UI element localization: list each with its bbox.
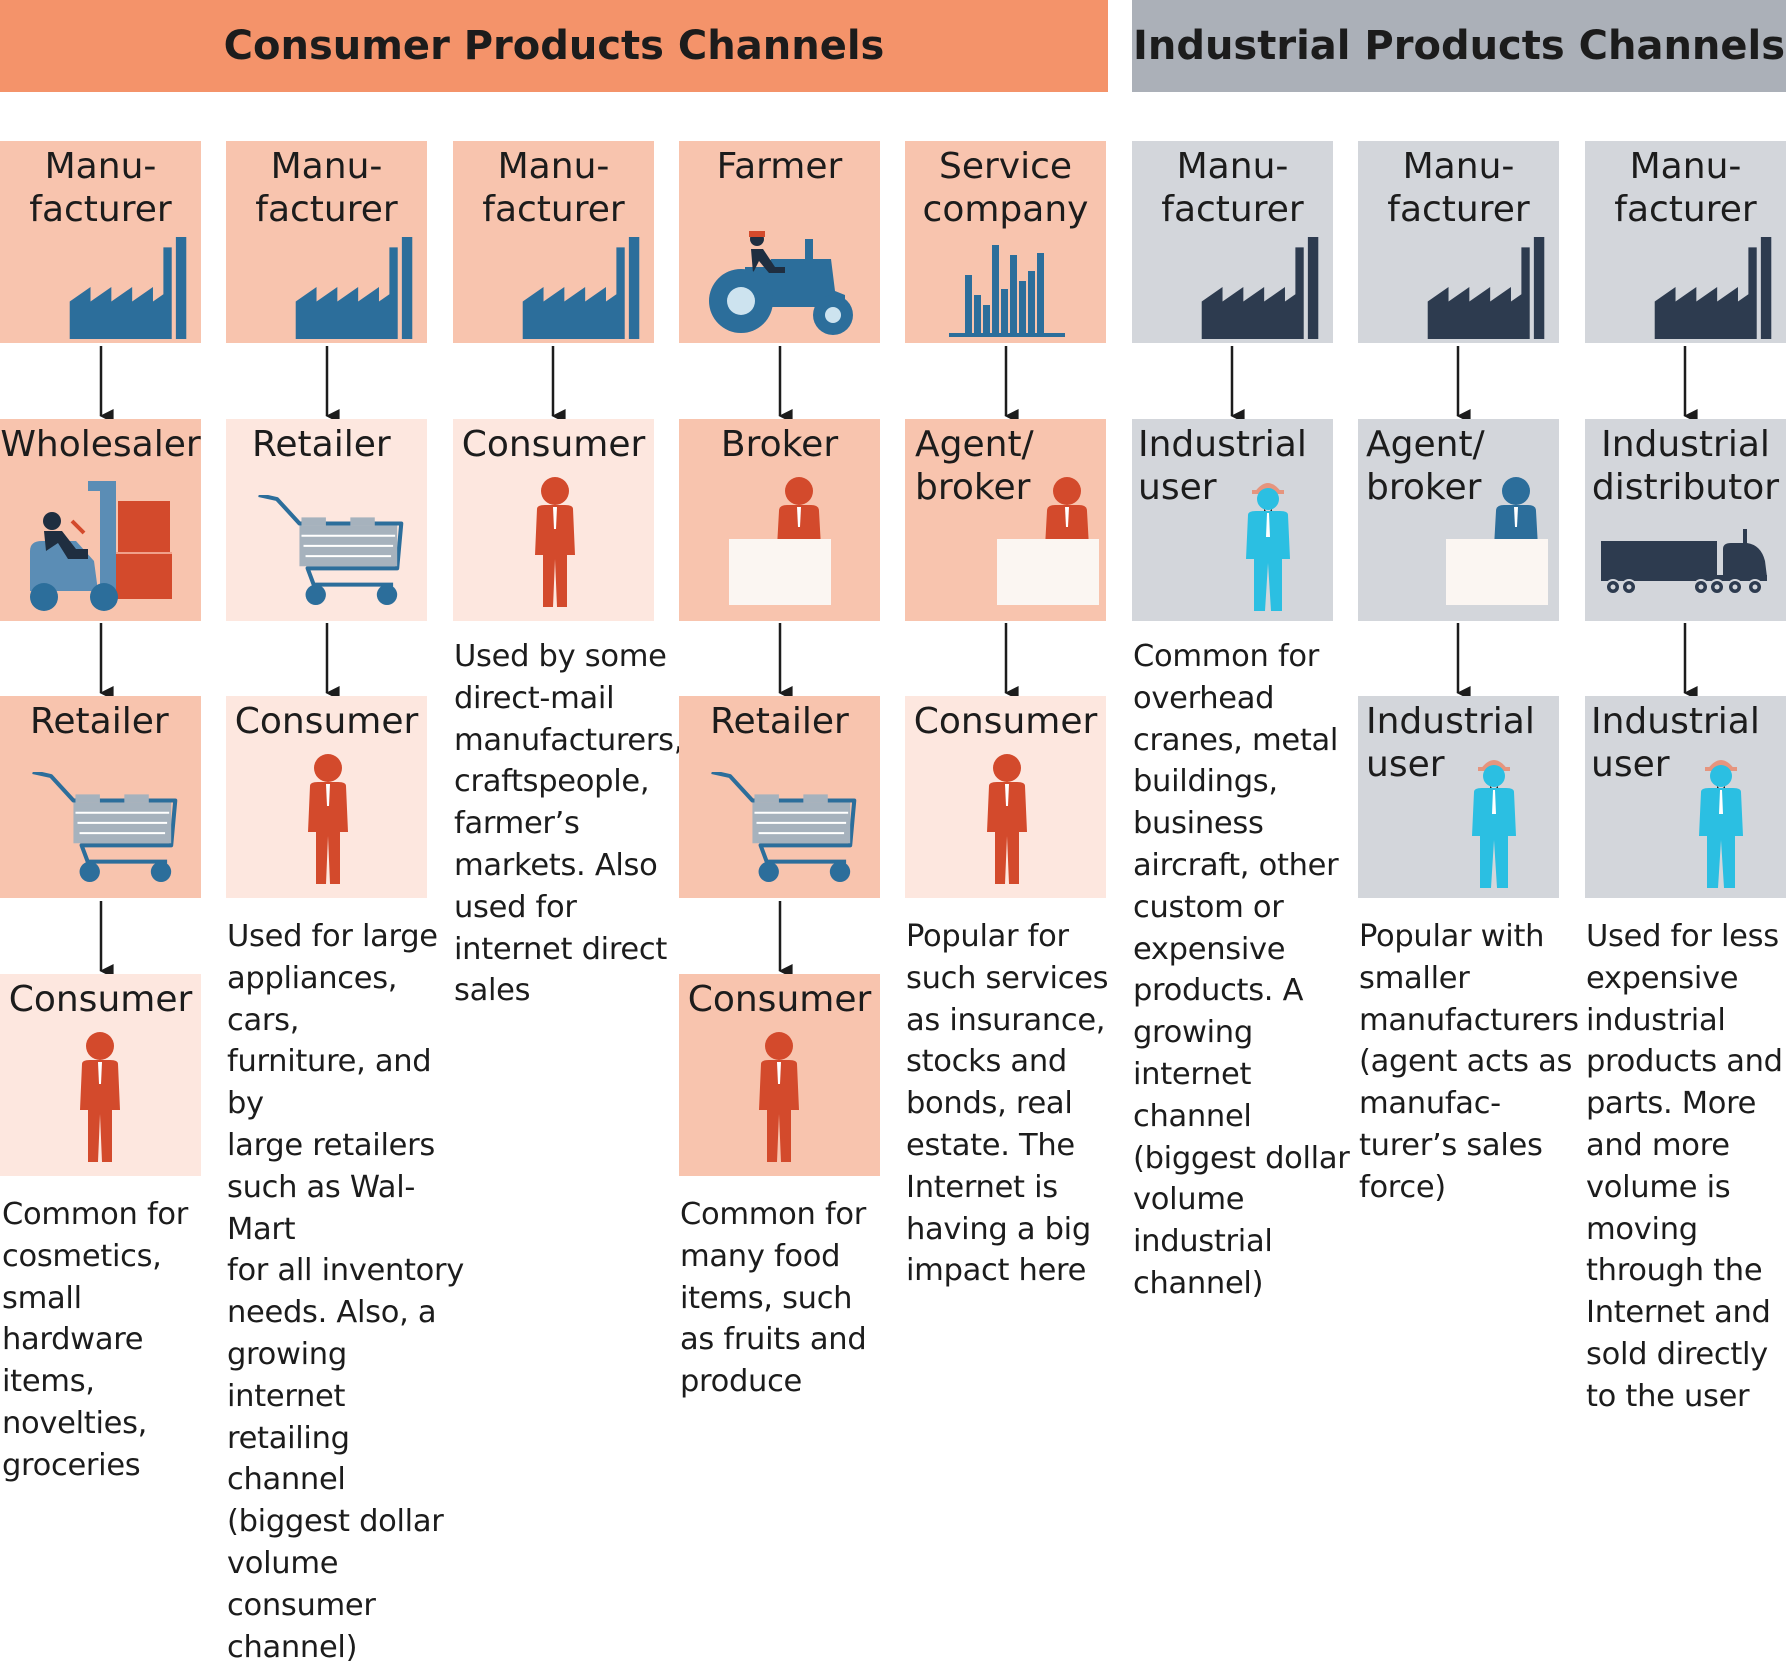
ch7-agent-broker-box: Agent/ broker: [1358, 419, 1559, 621]
ch5-service-company-box: Service company: [905, 141, 1106, 343]
ch4-consumer-box: Consumer: [679, 974, 880, 1176]
truck-icon: [1601, 529, 1767, 595]
ch7-manufacturer-box: Manu- facturer: [1358, 141, 1559, 343]
ch5-consumer-box: Consumer: [905, 696, 1106, 898]
factory-icon: [522, 237, 640, 339]
ch2-retailer-box: Retailer: [226, 419, 427, 621]
step-label: Consumer: [461, 424, 646, 465]
step-label: Manu- facturer: [1387, 146, 1530, 230]
step-label: Consumer: [234, 701, 419, 742]
step-label: Farmer: [716, 146, 843, 187]
ch5-note: Popular for such services as insurance, …: [906, 919, 1109, 1289]
hardhat-worker-icon: [1699, 760, 1743, 888]
step-label: Industrial user: [1138, 424, 1307, 508]
step-label: Broker: [720, 424, 839, 465]
ch8-note: Used for less expensive industrial produ…: [1586, 919, 1783, 1414]
step-label: Agent/ broker: [1366, 424, 1485, 508]
ch6-manufacturer-box: Manu- facturer: [1132, 141, 1333, 343]
ch6-industrial-user-box: Industrial user: [1132, 419, 1333, 621]
person-icon: [759, 1032, 799, 1162]
shopping-cart-icon: [256, 495, 406, 607]
factory-icon: [1427, 237, 1545, 339]
tractor-icon: [709, 231, 853, 335]
ch8-industrial-user-box: Industrial user: [1585, 696, 1786, 898]
step-label: Retailer: [252, 424, 391, 465]
ch1-retailer-box: Retailer: [0, 696, 201, 898]
step-label: Consumer: [687, 979, 872, 1020]
step-label: Manu- facturer: [29, 146, 172, 230]
ch7-note: Popular with smaller manufacturers (agen…: [1359, 919, 1579, 1205]
ch3-manufacturer-box: Manu- facturer: [453, 141, 654, 343]
ch5-agent-broker-box: Agent/ broker: [905, 419, 1106, 621]
broker-desk-icon: [1446, 477, 1548, 605]
shopping-cart-icon: [30, 772, 180, 884]
factory-icon: [1654, 237, 1772, 339]
hardhat-worker-icon: [1472, 760, 1516, 888]
consumer-banner: Consumer Products Channels: [0, 0, 1108, 92]
factory-icon: [295, 237, 413, 339]
step-label: Retailer: [710, 701, 849, 742]
ch3-note: Used by some direct-mail manufacturers, …: [454, 639, 684, 1009]
step-label: Manu- facturer: [1614, 146, 1757, 230]
bar-chart-icon: [949, 245, 1065, 337]
flow-arrows: [99, 346, 1698, 978]
step-label: Consumer: [8, 979, 193, 1020]
ch2-note: Used for large appliances, cars, furnitu…: [227, 919, 465, 1665]
ch2-consumer-box: Consumer: [226, 696, 427, 898]
broker-desk-icon: [997, 477, 1099, 605]
person-icon: [535, 477, 575, 607]
ch1-note: Common for cosmetics, small hardware ite…: [2, 1197, 189, 1483]
step-label: Agent/ broker: [915, 424, 1034, 508]
ch4-farmer-box: Farmer: [679, 141, 880, 343]
person-icon: [80, 1032, 120, 1162]
person-icon: [987, 754, 1027, 884]
step-label: Service company: [922, 146, 1089, 230]
ch4-note: Common for many food items, such as frui…: [680, 1197, 867, 1400]
step-label: Industrial distributor: [1591, 424, 1780, 508]
step-label: Consumer: [913, 701, 1098, 742]
step-label: Retailer: [30, 701, 169, 742]
ch7-industrial-user-box: Industrial user: [1358, 696, 1559, 898]
step-label: Wholesaler: [0, 424, 201, 465]
hardhat-worker-icon: [1246, 483, 1290, 611]
step-label: Manu- facturer: [255, 146, 398, 230]
step-label: Industrial user: [1366, 701, 1535, 785]
broker-desk-icon: [729, 477, 831, 605]
industrial-banner: Industrial Products Channels: [1132, 0, 1786, 92]
ch1-wholesaler-box: Wholesaler: [0, 419, 201, 621]
step-label: Industrial user: [1591, 701, 1760, 785]
ch6-note: Common for overhead cranes, metal buildi…: [1133, 639, 1350, 1301]
factory-icon: [1201, 237, 1319, 339]
ch2-manufacturer-box: Manu- facturer: [226, 141, 427, 343]
ch3-consumer-box: Consumer: [453, 419, 654, 621]
shopping-cart-icon: [709, 772, 859, 884]
ch8-manufacturer-box: Manu- facturer: [1585, 141, 1786, 343]
factory-icon: [69, 237, 187, 339]
consumer-banner-title: Consumer Products Channels: [223, 23, 885, 69]
step-label: Manu- facturer: [1161, 146, 1304, 230]
ch4-retailer-box: Retailer: [679, 696, 880, 898]
forklift-icon: [30, 481, 172, 611]
step-label: Manu- facturer: [482, 146, 625, 230]
person-icon: [308, 754, 348, 884]
industrial-banner-title: Industrial Products Channels: [1132, 23, 1786, 69]
ch1-consumer-box: Consumer: [0, 974, 201, 1176]
ch8-industrial-distributor-box: Industrial distributor: [1585, 419, 1786, 621]
ch1-manufacturer-box: Manu- facturer: [0, 141, 201, 343]
ch4-broker-box: Broker: [679, 419, 880, 621]
